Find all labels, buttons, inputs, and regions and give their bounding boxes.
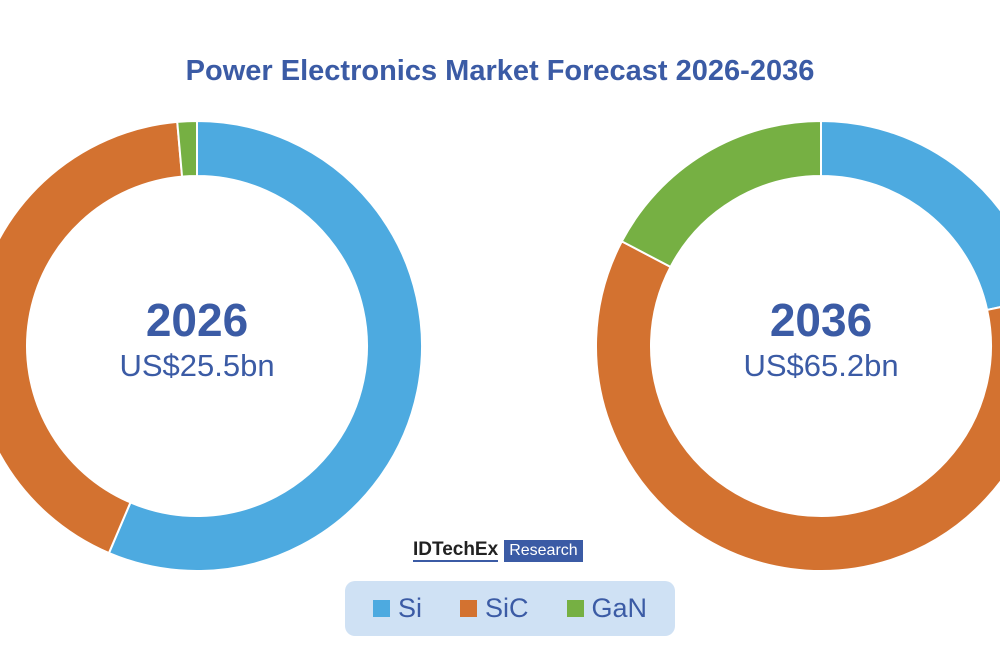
donut-total-label: US$25.5bn xyxy=(119,348,274,383)
legend: Si SiC GaN xyxy=(345,581,675,636)
legend-label: GaN xyxy=(591,593,648,623)
donut-2026 xyxy=(0,119,423,572)
legend-swatch xyxy=(372,600,390,617)
donut-total-label: US$65.2bn xyxy=(743,348,898,383)
logo-suffix: Research xyxy=(504,540,583,562)
slice-si-2026 xyxy=(107,119,423,572)
donut-year-label: 2036 xyxy=(770,294,872,346)
logo-brand: IDTechEx xyxy=(413,539,499,562)
legend-label: Si xyxy=(397,593,422,623)
legend-item-gan: GaN xyxy=(566,593,648,624)
idtechex-logo: IDTechEx Research xyxy=(413,540,583,562)
donut-2036 xyxy=(595,119,1000,572)
legend-swatch xyxy=(459,600,477,617)
slice-sic-2026 xyxy=(0,120,184,555)
slice-gan-2036 xyxy=(620,119,822,269)
chart-title: Power Electronics Market Forecast 2026-2… xyxy=(185,55,815,87)
legend-item-sic: SiC xyxy=(459,593,529,624)
slice-gan-2026 xyxy=(176,119,198,178)
legend-label: SiC xyxy=(484,593,529,623)
slice-si-2036 xyxy=(820,119,1000,312)
donut-year-label: 2026 xyxy=(146,294,248,346)
legend-item-si: Si xyxy=(372,593,422,624)
legend-swatch xyxy=(566,600,584,617)
slice-sic-2036 xyxy=(595,239,1000,572)
